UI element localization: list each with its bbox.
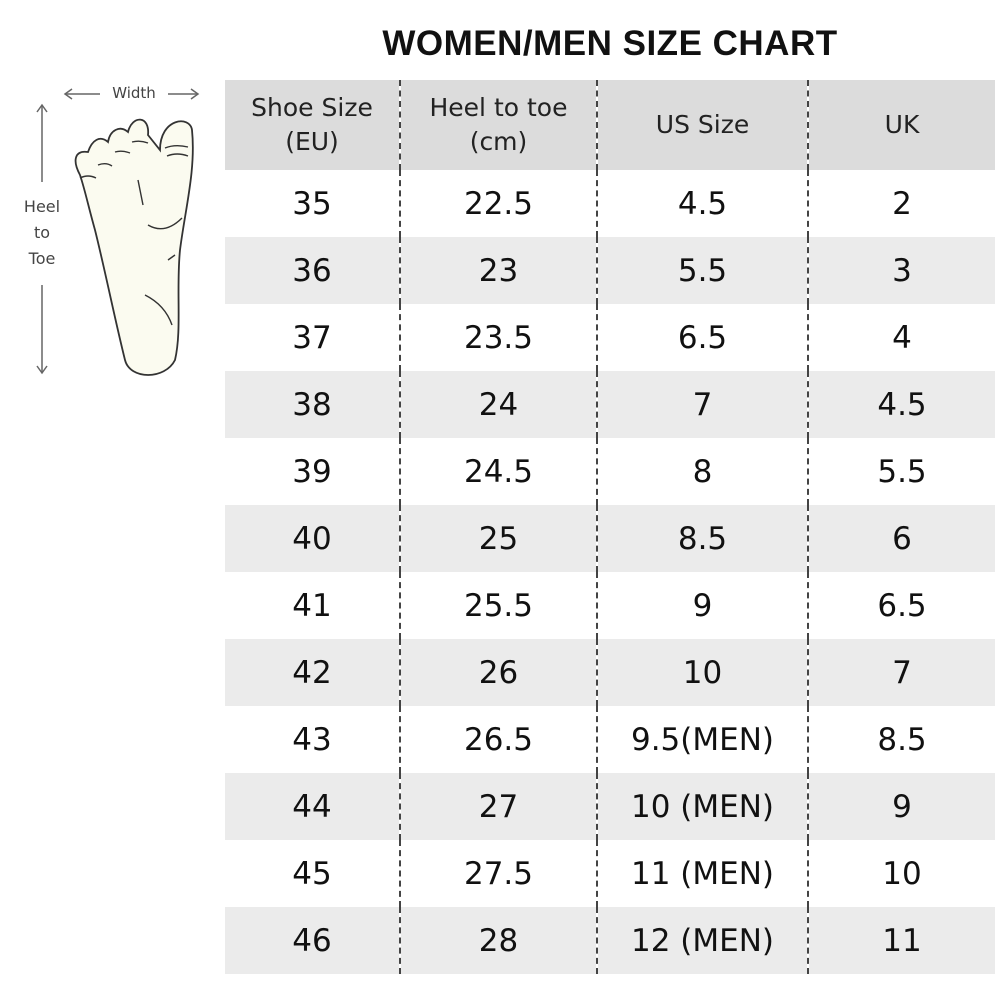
header-us-size: US Size [596,80,808,170]
cell-us-size: 5.5 [596,237,808,304]
cell-heel-to-toe: 25.5 [399,572,597,639]
cell-eu-size: 37 [292,319,332,356]
table-row: 38 24 7 4.5 [225,371,995,438]
header-heel-to-toe: Heel to toe (cm) [399,80,597,170]
length-label-3: Toe [28,249,56,268]
cell-eu-size: 38 [225,371,400,438]
cell-eu-size: 44 [225,773,400,840]
cell-heel-to-toe: 24 [399,371,597,438]
table-row: 45 27.5 11 (MEN) 10 [225,840,995,907]
table-row: 42 26 10 7 [225,639,995,706]
cell-uk-size: 11 [807,907,995,974]
cell-uk-size: 7 [807,639,995,706]
table-row: 44 27 10 (MEN) 9 [225,773,995,840]
cell-us-size: 11 (MEN) [596,840,808,907]
cell-heel-to-toe: 23.5 [399,304,597,371]
cell-us-size: 12 (MEN) [596,907,808,974]
cell-uk-size: 9 [807,773,995,840]
cell-eu-size: 39 [292,453,332,490]
table-row: 40 25 8.5 6 [225,505,995,572]
width-arrow-icon [63,88,200,100]
cell-heel-to-toe: 22.5 [399,170,597,237]
cell-eu-size: 35 [292,185,332,222]
page-title: WOMEN/MEN SIZE CHART [382,24,838,63]
cell-us-size: 9 [596,572,808,639]
table-header-row: Shoe Size (EU) Heel to toe (cm) US Size UK [225,80,995,170]
foot-outline [74,118,194,376]
cell-us-size: 7 [596,371,808,438]
cell-us-size: 8 [596,438,808,505]
cell-uk-size: 4 [807,304,995,371]
cell-heel-to-toe: 28 [399,907,597,974]
cell-us-size: 6.5 [596,304,808,371]
cell-uk-size: 6.5 [807,572,995,639]
table-row: 37 23.5 6.5 4 [225,304,995,371]
cell-uk-size: 6 [807,505,995,572]
table-row: 36 23 5.5 3 [225,237,995,304]
cell-heel-to-toe: 24.5 [399,438,597,505]
cell-eu-size: 36 [225,237,400,304]
size-chart-table: Shoe Size (EU) Heel to toe (cm) US Size UK… [225,80,995,974]
cell-us-size: 4.5 [596,170,808,237]
table-row: 46 28 12 (MEN) 11 [225,907,995,974]
cell-us-size: 8.5 [596,505,808,572]
cell-heel-to-toe: 23 [399,237,597,304]
cell-eu-size: 42 [225,639,400,706]
cell-uk-size: 10 [807,840,995,907]
cell-eu-size: 41 [292,587,332,624]
cell-us-size: 10 (MEN) [596,773,808,840]
cell-heel-to-toe: 27 [399,773,597,840]
cell-heel-to-toe: 27.5 [399,840,597,907]
width-label: Width [112,84,156,102]
table-row: 43 26.5 9.5(MEN) 8.5 [225,706,995,773]
cell-eu-size: 40 [225,505,400,572]
cell-uk-size: 8.5 [807,706,995,773]
cell-heel-to-toe: 26 [399,639,597,706]
length-arrow-icon [36,103,48,375]
cell-us-size: 9.5(MEN) [596,706,808,773]
cell-heel-to-toe: 25 [399,505,597,572]
cell-eu-size: 43 [292,721,332,758]
foot-measurement-diagram: Width Heel to Toe [24,84,200,376]
cell-uk-size: 3 [807,237,995,304]
length-label-2: to [34,223,50,242]
table-row: 39 24.5 8 5.5 [225,438,995,505]
cell-us-size: 10 [596,639,808,706]
cell-uk-size: 5.5 [807,438,995,505]
header-uk-size: UK [807,80,995,170]
cell-uk-size: 4.5 [807,371,995,438]
cell-heel-to-toe: 26.5 [399,706,597,773]
cell-eu-size: 45 [292,855,332,892]
header-eu-size: Shoe Size (EU) [225,80,400,170]
table-row: 41 25.5 9 6.5 [225,572,995,639]
table-row: 35 22.5 4.5 2 [225,170,995,237]
cell-uk-size: 2 [807,170,995,237]
cell-eu-size: 46 [225,907,400,974]
length-label-1: Heel [24,197,60,216]
